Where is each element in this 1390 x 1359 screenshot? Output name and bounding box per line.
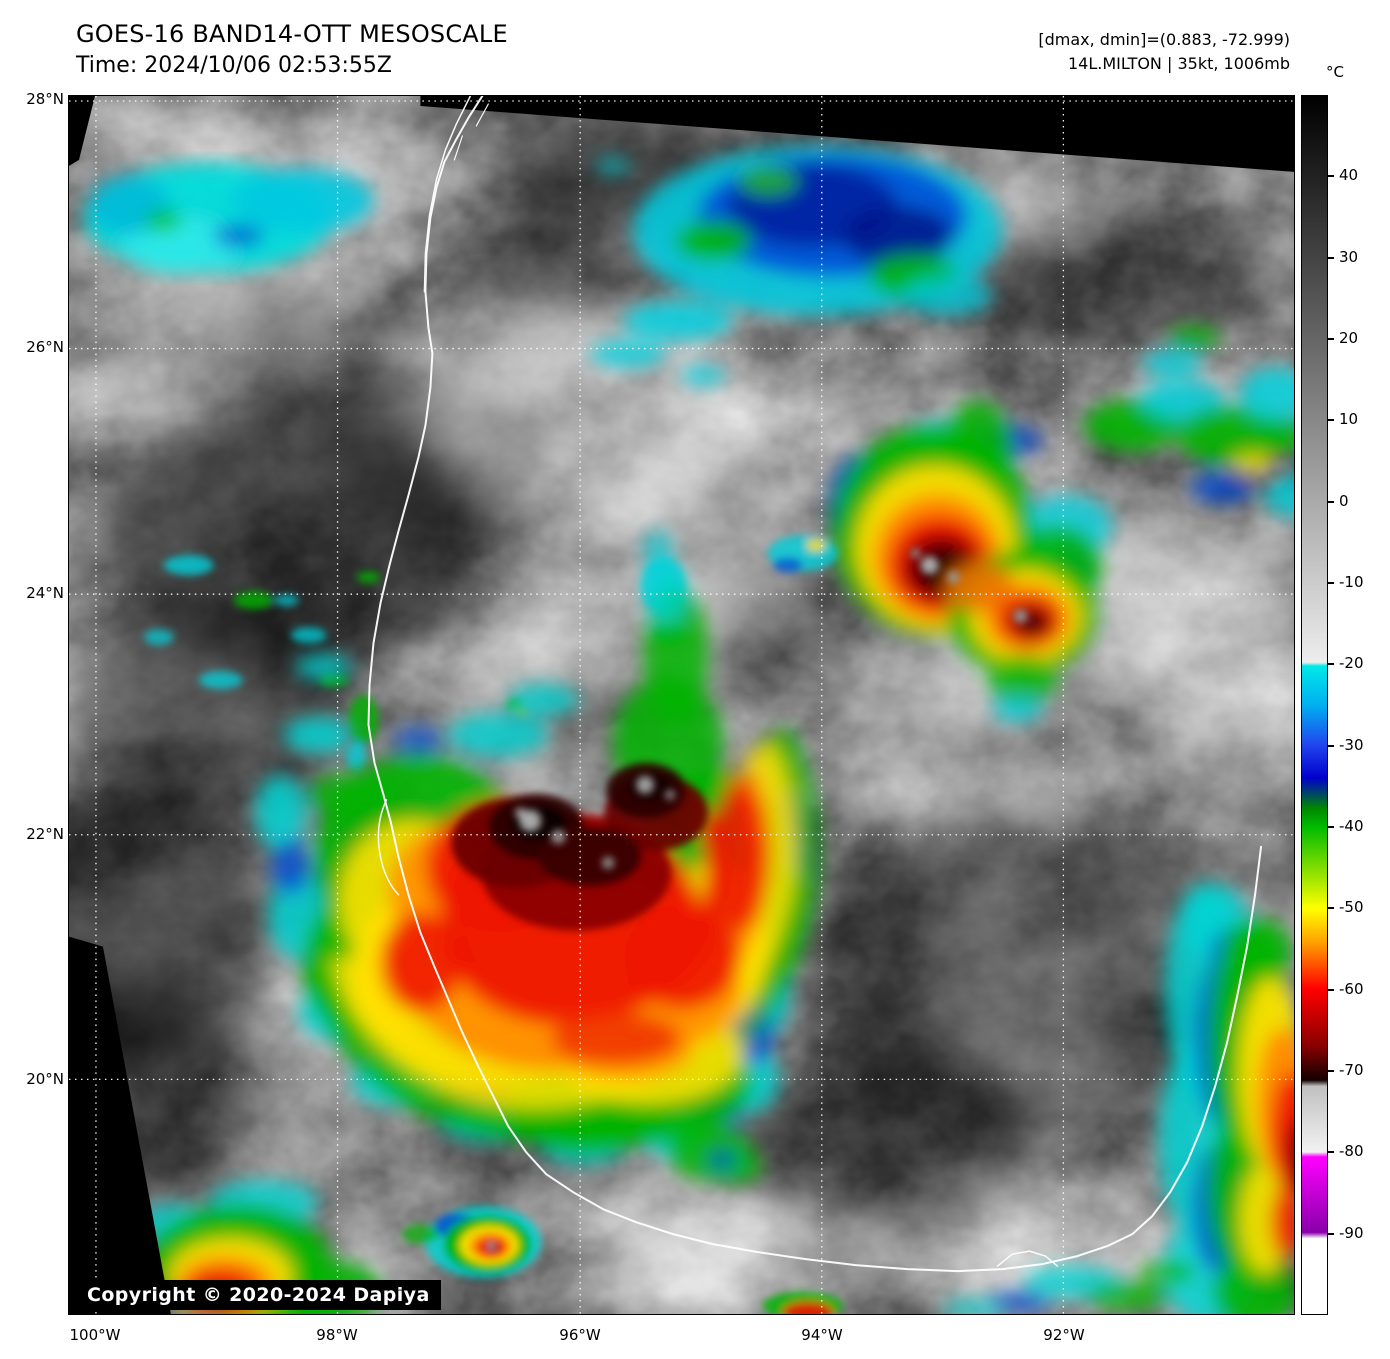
colorbar-tick (1328, 1151, 1334, 1154)
satellite-map: Copyright © 2020-2024 Dapiya (68, 95, 1295, 1315)
product-time: Time: 2024/10/06 02:53:55Z (76, 53, 392, 78)
colorbar-tick (1328, 988, 1334, 991)
colorbar-tick (1328, 826, 1334, 828)
dmax-dmin-readout: [dmax, dmin]=(0.883, -72.999) (1038, 30, 1290, 49)
colorbar-tick-label: 20 (1339, 329, 1359, 347)
storm-cluster-east (829, 400, 1113, 722)
colorbar-tick (1328, 500, 1334, 503)
colorbar-tick (1328, 582, 1334, 584)
copyright-label: Copyright © 2020-2024 Dapiya (76, 1280, 441, 1310)
colorbar-tick-label: 10 (1339, 410, 1359, 429)
colorbar-tick-label: 30 (1339, 247, 1359, 266)
storm-milton (255, 530, 819, 1183)
colorbar-tick-label: -10 (1339, 573, 1364, 591)
colorbar-tick (1328, 744, 1334, 747)
cold-patch-north (590, 145, 1003, 386)
lon-tick-label: 100°W (69, 1326, 121, 1344)
colorbar-tick-label: -50 (1339, 898, 1364, 917)
lat-tick-label: 22°N (26, 825, 64, 843)
colorbar-tick-label: -80 (1339, 1142, 1364, 1161)
lon-tick-label: 96°W (559, 1326, 601, 1344)
colorbar-unit-label: °C (1326, 63, 1344, 81)
colorbar-tick (1328, 907, 1334, 910)
colorbar-tick (1328, 663, 1334, 666)
lat-tick-label: 24°N (26, 584, 64, 602)
grid-lines (69, 96, 1294, 1314)
colorbar (1301, 95, 1328, 1315)
lat-tick-label: 26°N (26, 338, 64, 356)
cold-patch-northwest (83, 162, 374, 274)
colorbar-tick-label: -20 (1339, 654, 1364, 673)
lon-tick-label: 98°W (316, 1326, 358, 1344)
colorbar-tick-label: -30 (1339, 735, 1364, 754)
colorbar-tick (1328, 1232, 1334, 1235)
colorbar-tick (1328, 1070, 1334, 1072)
colorbar-tick (1328, 338, 1334, 340)
no-data-wedges (69, 96, 1294, 1314)
lat-tick-label: 20°N (26, 1070, 64, 1088)
storm-info-readout: 14L.MILTON | 35kt, 1006mb (1067, 54, 1290, 73)
colorbar-tick-label: -70 (1339, 1061, 1364, 1079)
overshooting-tops (910, 548, 1028, 624)
lon-tick-label: 94°W (801, 1326, 843, 1344)
cold-patches-east-edge (1084, 325, 1294, 518)
lon-tick-label: 92°W (1043, 1326, 1085, 1344)
colorbar-tick-label: 0 (1339, 491, 1349, 510)
colorbar-tick-label: -90 (1339, 1223, 1364, 1242)
colorbar-tick-label: 40 (1339, 166, 1359, 185)
lat-tick-label: 28°N (26, 90, 64, 108)
coastline (367, 96, 1263, 1273)
product-title: GOES-16 BAND14-OTT MESOSCALE (76, 20, 508, 48)
colorbar-tick-label: -60 (1339, 979, 1364, 998)
storm-band-east-edge (942, 882, 1294, 1314)
overshooting-tops (515, 775, 676, 869)
storm-bottom-center (402, 1206, 843, 1314)
colorbar-tick (1328, 256, 1334, 259)
colorbar-tick-label: -40 (1339, 817, 1364, 835)
satellite-image (69, 96, 1294, 1314)
colorbar-tick (1328, 419, 1334, 422)
colorbar-tick (1328, 175, 1334, 178)
